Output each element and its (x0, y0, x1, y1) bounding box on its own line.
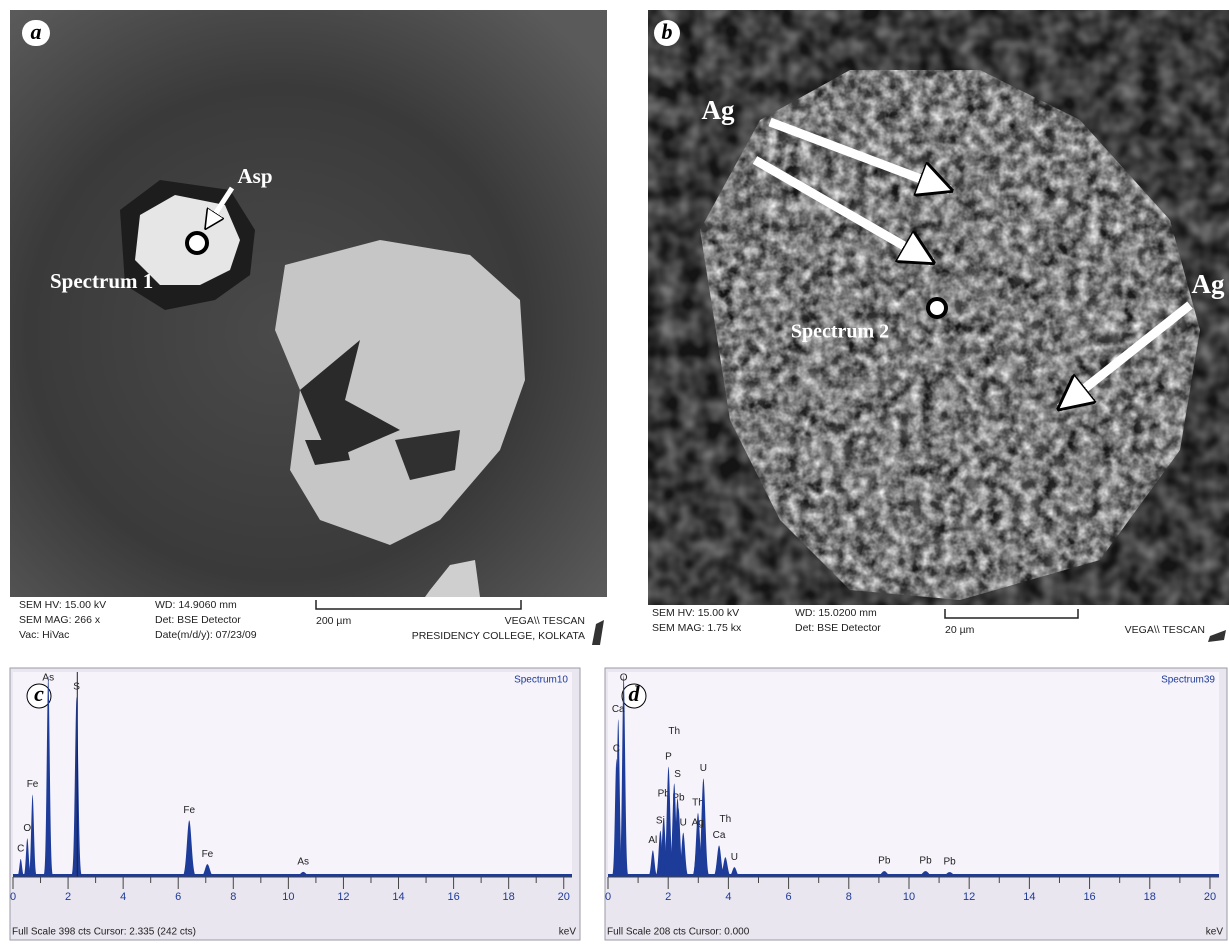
x-tick-label: 6 (786, 891, 792, 903)
peak-label: C (613, 743, 620, 754)
peak-label: As (297, 856, 309, 867)
info-text: Vac: HiVac (19, 629, 69, 641)
peak-label: Fe (202, 849, 214, 860)
info-text: Det: BSE Detector (155, 614, 241, 626)
info-text: Date(m/d/y): 07/23/09 (155, 629, 257, 641)
annotation: Spectrum 1 (50, 269, 153, 293)
x-tick-label: 0 (10, 891, 16, 903)
peak-label: Al (648, 835, 657, 846)
figure: a Asp Spectrum 1 SEM HV: 15.00 kV WD: 14… (0, 0, 1229, 942)
x-tick-label: 4 (725, 891, 731, 903)
x-tick-label: 18 (503, 891, 515, 903)
x-tick-label: 14 (1023, 891, 1035, 903)
peak-label: U (731, 852, 738, 863)
footer: Full Scale 208 cts Cursor: 0.000 (607, 927, 750, 938)
info-text: SEM HV: 15.00 kV (19, 599, 106, 611)
spectrum-name: Spectrum10 (514, 675, 568, 686)
info-text: Det: BSE Detector (795, 622, 881, 634)
peak-label: Ca (612, 704, 625, 715)
brand: VEGA\\ TESCAN (505, 615, 585, 627)
peak-label: As (42, 673, 54, 684)
peak-label: O (620, 673, 628, 684)
panel-label: b (662, 19, 673, 44)
spot-marker (928, 299, 946, 317)
x-tick-label: 12 (963, 891, 975, 903)
x-tick-label: 20 (558, 891, 570, 903)
x-tick-label: 18 (1144, 891, 1156, 903)
panel-label: c (34, 681, 44, 706)
x-tick-label: 2 (65, 891, 71, 903)
footer: Full Scale 398 cts Cursor: 2.335 (242 ct… (12, 927, 196, 938)
annotation: Ag (1192, 269, 1225, 299)
peak-label: Th (720, 814, 732, 825)
peak-label: Th (668, 726, 680, 737)
panel-b: b Ag Ag Spectrum 2 SEM HV: 15.00 kV WD: … (648, 10, 1229, 650)
x-tick-label: 12 (337, 891, 349, 903)
x-tick-label: 8 (846, 891, 852, 903)
peak-label: Ca (713, 830, 726, 841)
peak-label: P (665, 751, 672, 762)
scale-label: 20 µm (945, 624, 975, 636)
x-tick-label: 0 (605, 891, 611, 903)
peak-label: Fe (27, 779, 39, 790)
annotation: Ag (702, 95, 735, 125)
info-text: SEM MAG: 1.75 kx (652, 622, 742, 634)
spectrum-name: Spectrum39 (1161, 675, 1215, 686)
peak-label: Pb (878, 856, 891, 867)
annotation: Spectrum 2 (791, 321, 889, 343)
institution: PRESIDENCY COLLEGE, KOLKATA (412, 630, 585, 642)
x-tick-label: 10 (903, 891, 915, 903)
scale-label: 200 µm (316, 615, 351, 627)
brand: VEGA\\ TESCAN (1125, 624, 1205, 636)
peak-label: U (680, 817, 687, 828)
peak-label: U (700, 763, 707, 774)
peak-label: O (23, 823, 31, 834)
x-tick-label: 16 (1083, 891, 1095, 903)
info-text: SEM MAG: 266 x (19, 614, 101, 626)
peak-label: Fe (183, 805, 195, 816)
panel-label: a (31, 19, 42, 44)
peak-label: S (674, 769, 681, 780)
panel-label: d (629, 681, 641, 706)
peak-label: Ag (692, 817, 704, 828)
annotation: Asp (237, 164, 272, 188)
x-tick-label: 2 (665, 891, 671, 903)
info-text: SEM HV: 15.00 kV (652, 607, 739, 619)
spectrum-chart: Spectrum10 c CO Fe As S Fe Fe As 0 2 4 6 8 10 12 14 16 18 2… (10, 668, 580, 940)
x-tick-label: 10 (282, 891, 294, 903)
panel-a: a Asp Spectrum 1 SEM HV: 15.00 kV WD: 14… (10, 10, 607, 652)
peak-label: Pb (944, 857, 957, 868)
x-tick-label: 20 (1204, 891, 1216, 903)
peak-label: Pb (919, 856, 932, 867)
spot-marker (187, 233, 207, 253)
peak-label: C (17, 844, 24, 855)
x-tick-label: 4 (120, 891, 126, 903)
info-text: WD: 14.9060 mm (155, 599, 237, 611)
peak-label: S (73, 681, 80, 692)
x-tick-label: 14 (392, 891, 404, 903)
x-tick-label: 16 (447, 891, 459, 903)
x-unit: keV (1206, 927, 1224, 938)
x-tick-label: 8 (230, 891, 236, 903)
x-unit: keV (559, 927, 577, 938)
x-tick-label: 6 (175, 891, 181, 903)
plot-area (13, 672, 572, 877)
info-text: WD: 15.0200 mm (795, 607, 877, 619)
